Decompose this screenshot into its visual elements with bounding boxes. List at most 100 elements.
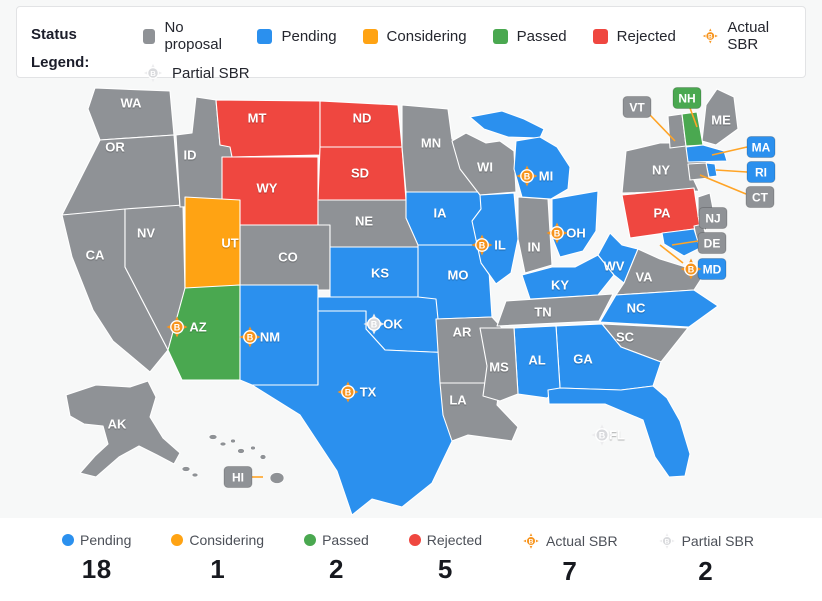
legend-row-2: B Partial SBR	[143, 63, 791, 83]
stat-dot-considering	[171, 534, 184, 546]
btc-icon-actual: B	[166, 316, 188, 338]
legend-item-label: Pending	[281, 27, 337, 45]
status-summary-bar: Pending 18 Considering 1 Passed 2 Rejected 5 B Ac…	[0, 518, 822, 601]
state-label-or: OR	[105, 140, 125, 155]
state-in[interactable]	[517, 196, 553, 274]
stat-label: Rejected	[426, 532, 483, 548]
stat-pending: Pending 18	[62, 532, 131, 601]
state-wi[interactable]	[451, 132, 517, 196]
label-connector-vt	[649, 114, 676, 142]
legend-item-actual-sbr: B Actual SBR	[702, 19, 791, 53]
label-connector-de	[671, 240, 699, 246]
state-box-label-md[interactable]: MD	[697, 258, 727, 280]
state-ak-island[interactable]	[181, 466, 191, 472]
state-box-label-ct[interactable]: CT	[745, 186, 775, 208]
btc-icon-actual: B	[337, 381, 359, 403]
label-connector-md	[659, 244, 684, 264]
btc-icon-actual: B	[523, 533, 539, 549]
state-ma[interactable]	[685, 144, 728, 163]
svg-text:B: B	[664, 539, 669, 546]
state-nc[interactable]	[599, 289, 719, 328]
btc-icon-partial: B	[363, 313, 385, 335]
stat-label: Partial SBR	[681, 533, 754, 549]
state-label-tn: TN	[534, 305, 551, 320]
state-label-ak: AK	[108, 417, 127, 432]
state-label-wa: WA	[121, 96, 143, 111]
state-az[interactable]	[167, 284, 241, 381]
legend-item-no-proposal: No proposal	[143, 19, 231, 53]
stat-count: 2	[698, 556, 714, 586]
state-box-label-nh[interactable]: NH	[672, 87, 702, 109]
svg-text:B: B	[524, 171, 531, 181]
legend-item-considering: Considering	[362, 28, 467, 45]
state-hi-island[interactable]	[237, 448, 245, 454]
btc-icon-actual: B	[523, 533, 539, 549]
state-label-mi: MI	[539, 169, 553, 184]
state-tn[interactable]	[496, 293, 614, 327]
btc-icon-partial: B	[591, 424, 613, 446]
state-label-ut: UT	[221, 236, 238, 251]
stat-label: Pending	[80, 532, 132, 548]
state-label-va: VA	[635, 270, 653, 285]
svg-text:B: B	[708, 33, 713, 40]
state-hi-island[interactable]	[230, 438, 236, 444]
state-hi-island[interactable]	[208, 434, 218, 440]
state-tx[interactable]	[251, 310, 466, 516]
state-mt[interactable]	[215, 99, 321, 158]
state-box-label-ma[interactable]: MA	[746, 136, 776, 158]
state-box-label-ri[interactable]: RI	[746, 161, 776, 183]
stat-considering: Considering 1	[171, 532, 264, 601]
state-box-label-nj[interactable]: NJ	[698, 207, 728, 229]
state-hi-island[interactable]	[259, 454, 267, 460]
state-label-ar: AR	[453, 325, 472, 340]
svg-text:MA: MA	[752, 140, 771, 154]
state-fl[interactable]	[547, 385, 691, 478]
btc-icon-actual: B	[702, 28, 718, 44]
state-me[interactable]	[701, 88, 739, 146]
svg-text:B: B	[371, 319, 378, 329]
label-connector-nh	[689, 107, 698, 128]
stat-dot-passed	[304, 534, 317, 546]
state-label-id: ID	[184, 148, 197, 163]
state-label-pa: PA	[653, 206, 671, 221]
svg-text:B: B	[479, 240, 486, 250]
state-ak[interactable]	[65, 380, 181, 478]
state-box-label-vt[interactable]: VT	[622, 96, 652, 118]
svg-text:B: B	[174, 322, 181, 332]
state-nh[interactable]	[681, 111, 704, 147]
legend-item-rejected: Rejected	[592, 28, 676, 45]
state-label-ks: KS	[371, 266, 389, 281]
state-box-label-hi[interactable]: HI	[223, 466, 253, 488]
svg-text:B: B	[554, 228, 561, 238]
state-label-nm: NM	[260, 330, 280, 345]
state-md[interactable]	[661, 228, 701, 257]
btc-icon-partial: B	[143, 63, 163, 83]
state-box-label-de[interactable]: DE	[697, 232, 727, 254]
state-label-al: AL	[528, 353, 545, 368]
svg-text:B: B	[247, 332, 254, 342]
state-ms[interactable]	[479, 327, 519, 402]
stat-header: Passed	[304, 532, 369, 548]
legend-title: Status Legend:	[31, 17, 143, 77]
state-label-az: AZ	[189, 320, 206, 335]
state-label-fl: FL	[609, 428, 625, 443]
state-label-tx: TX	[360, 385, 377, 400]
state-hi-island[interactable]	[250, 445, 256, 451]
state-ak-island[interactable]	[191, 472, 199, 478]
state-oh[interactable]	[551, 190, 599, 258]
svg-text:HI: HI	[232, 470, 244, 484]
legend-item-label: Partial SBR	[172, 64, 250, 82]
legend-item-pending: Pending	[257, 27, 337, 45]
label-connector-ri	[715, 169, 748, 173]
legend-item-label: No proposal	[164, 19, 222, 53]
state-label-ky: KY	[551, 278, 569, 293]
state-label-mo: MO	[448, 268, 469, 283]
state-hi-island[interactable]	[219, 441, 227, 447]
state-mi[interactable]	[469, 110, 545, 139]
state-label-ia: IA	[434, 206, 448, 221]
state-label-in: IN	[528, 240, 541, 255]
state-il[interactable]	[471, 192, 519, 285]
state-hi-island[interactable]	[269, 472, 285, 484]
stat-count: 5	[437, 554, 453, 584]
stat-count: 7	[562, 556, 578, 586]
